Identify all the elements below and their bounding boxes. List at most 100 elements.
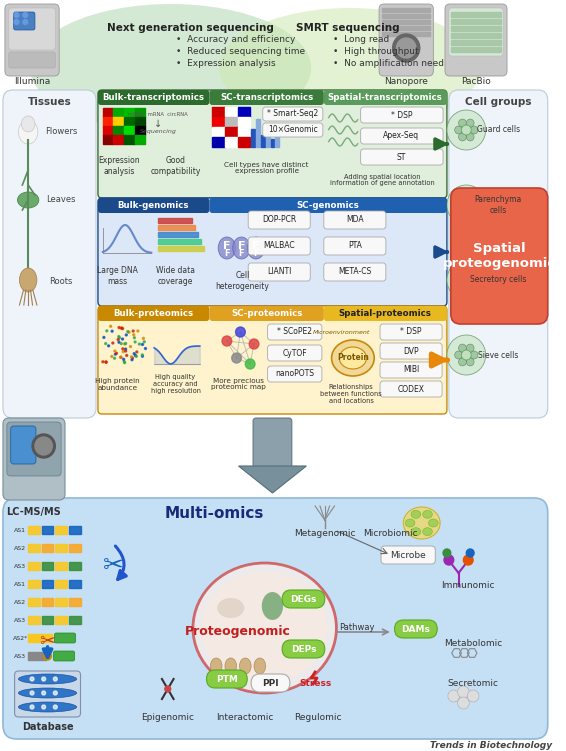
Point	[119, 353, 128, 365]
Bar	[238, 107, 250, 117]
Ellipse shape	[262, 592, 283, 620]
Text: * SCoPE2: * SCoPE2	[277, 327, 312, 336]
FancyBboxPatch shape	[449, 8, 503, 56]
Circle shape	[466, 344, 474, 352]
Text: PacBio: PacBio	[461, 77, 491, 86]
Point	[100, 331, 109, 343]
Circle shape	[53, 691, 57, 695]
Point	[138, 350, 147, 362]
Point	[117, 338, 126, 350]
Ellipse shape	[247, 237, 265, 259]
Text: F: F	[239, 249, 245, 258]
Point	[119, 345, 128, 357]
Bar	[212, 127, 225, 137]
Bar	[251, 129, 255, 147]
Circle shape	[454, 126, 462, 134]
Circle shape	[466, 133, 474, 141]
Bar	[225, 127, 238, 137]
Ellipse shape	[217, 598, 245, 618]
Point	[141, 342, 150, 354]
FancyBboxPatch shape	[263, 123, 323, 137]
FancyBboxPatch shape	[268, 324, 322, 340]
Circle shape	[53, 705, 57, 709]
Bar	[225, 137, 238, 147]
FancyBboxPatch shape	[445, 4, 507, 76]
Bar	[158, 218, 192, 223]
Circle shape	[470, 201, 478, 209]
Text: Wide data
coverage: Wide data coverage	[156, 267, 195, 285]
Ellipse shape	[219, 8, 481, 128]
Circle shape	[44, 652, 52, 660]
Circle shape	[470, 351, 478, 359]
Circle shape	[458, 344, 466, 352]
Bar	[55, 562, 67, 570]
Ellipse shape	[423, 511, 432, 518]
Ellipse shape	[22, 116, 35, 132]
Text: Leaves: Leaves	[46, 195, 76, 204]
FancyBboxPatch shape	[361, 128, 443, 144]
FancyBboxPatch shape	[380, 362, 442, 378]
Point	[128, 325, 138, 337]
Text: CODEX: CODEX	[397, 385, 424, 394]
Ellipse shape	[218, 237, 235, 259]
Text: Cell types have distinct
expression profile: Cell types have distinct expression prof…	[224, 161, 309, 174]
FancyBboxPatch shape	[5, 4, 59, 76]
Bar	[42, 526, 53, 534]
Text: Spatial-proteomics: Spatial-proteomics	[338, 309, 431, 318]
FancyBboxPatch shape	[380, 381, 442, 397]
Ellipse shape	[30, 4, 311, 132]
Point	[110, 345, 119, 357]
Point	[114, 336, 123, 348]
Point	[126, 340, 135, 352]
Point	[121, 343, 130, 355]
Point	[114, 321, 123, 333]
Text: Cell groups: Cell groups	[465, 97, 531, 107]
Circle shape	[249, 339, 259, 349]
FancyBboxPatch shape	[248, 211, 310, 229]
Ellipse shape	[233, 237, 250, 259]
Ellipse shape	[404, 507, 440, 539]
Bar	[42, 562, 53, 570]
Ellipse shape	[19, 674, 76, 684]
Bar	[451, 19, 501, 24]
Bar	[113, 117, 124, 126]
FancyBboxPatch shape	[324, 237, 386, 255]
Text: F: F	[223, 241, 230, 251]
Text: DEGs: DEGs	[290, 595, 316, 604]
Point	[115, 332, 124, 344]
Text: DOP-PCR: DOP-PCR	[262, 216, 297, 225]
FancyBboxPatch shape	[209, 306, 324, 321]
Text: Spatial-transcriptomics: Spatial-transcriptomics	[328, 93, 442, 102]
Text: •  No amplification need: • No amplification need	[333, 59, 444, 68]
Text: •  Reduced sequencing time: • Reduced sequencing time	[175, 47, 305, 56]
Text: AS2: AS2	[14, 545, 27, 550]
Text: SMRT sequencing: SMRT sequencing	[296, 23, 400, 33]
FancyBboxPatch shape	[207, 670, 247, 688]
Point	[112, 347, 121, 359]
Text: PPI: PPI	[262, 678, 279, 687]
Bar	[28, 562, 40, 570]
Text: mRNA  mRNA  circRNA: mRNA mRNA circRNA	[128, 111, 188, 116]
FancyBboxPatch shape	[7, 422, 61, 476]
Circle shape	[461, 350, 471, 360]
FancyBboxPatch shape	[98, 198, 447, 306]
Point	[117, 322, 126, 334]
FancyBboxPatch shape	[11, 426, 36, 464]
Circle shape	[447, 185, 486, 225]
Polygon shape	[238, 466, 306, 493]
FancyBboxPatch shape	[451, 188, 548, 324]
Text: DAMs: DAMs	[401, 625, 430, 634]
Text: 10×Genomic: 10×Genomic	[268, 125, 318, 134]
Text: * Smart-Seq2: * Smart-Seq2	[267, 110, 319, 119]
FancyBboxPatch shape	[248, 263, 310, 281]
Text: Microenvironment: Microenvironment	[312, 330, 370, 334]
Circle shape	[53, 677, 57, 681]
FancyBboxPatch shape	[14, 12, 35, 30]
Bar	[28, 616, 40, 624]
Point	[122, 329, 131, 341]
Point	[131, 336, 140, 348]
Text: Proteogenomic: Proteogenomic	[185, 626, 290, 638]
Text: F: F	[252, 241, 260, 251]
FancyBboxPatch shape	[324, 306, 447, 321]
Circle shape	[470, 126, 478, 134]
